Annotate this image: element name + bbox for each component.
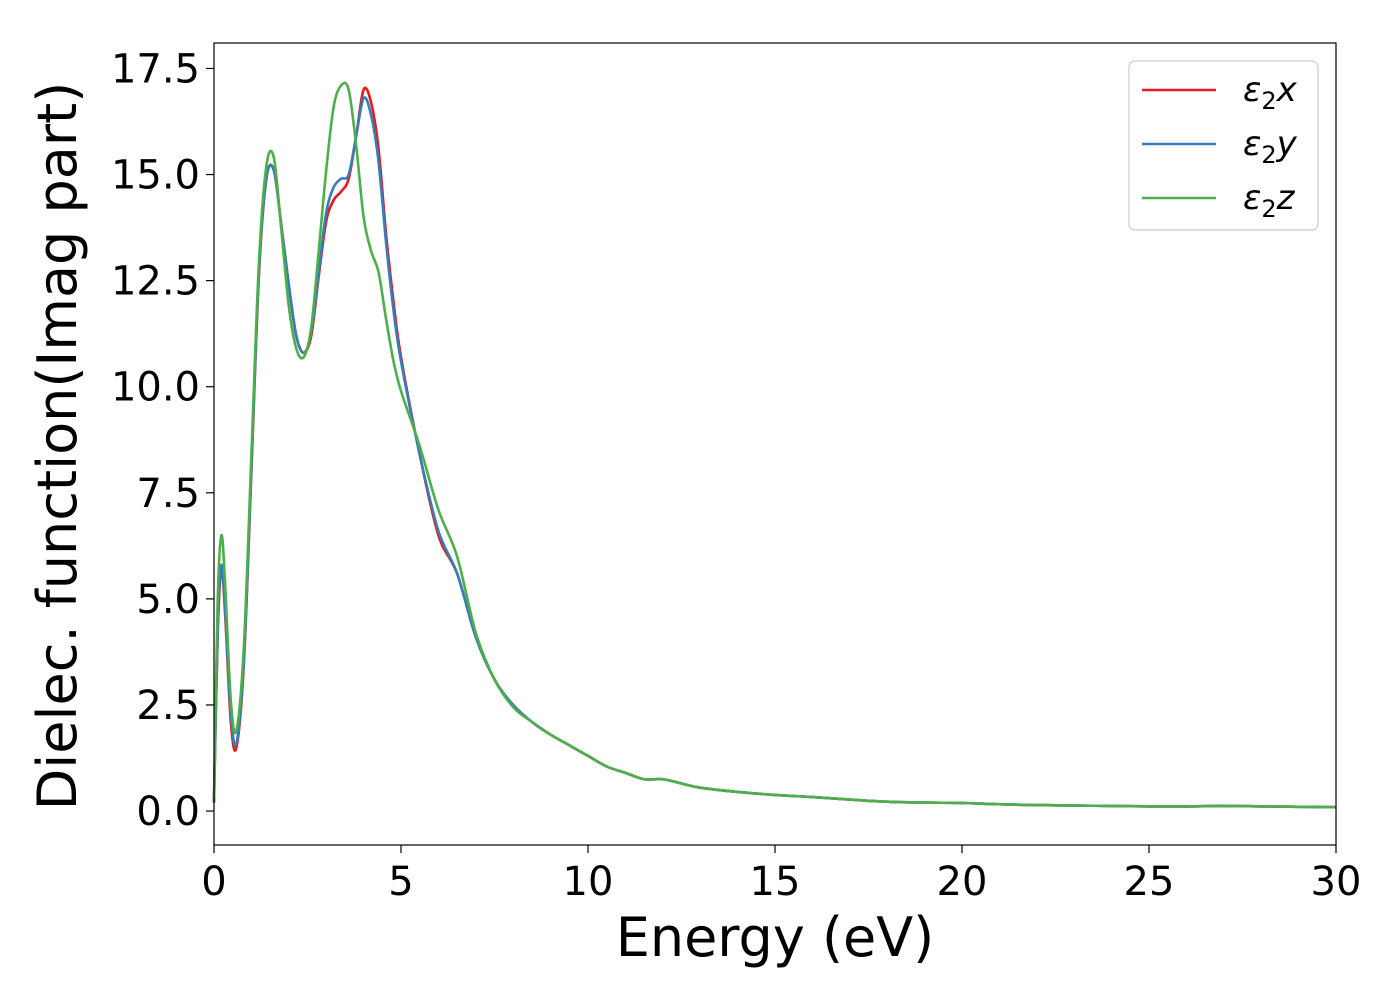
legend-label-2: ε2y bbox=[1243, 124, 1298, 169]
y-tick-label: 15.0 bbox=[111, 153, 200, 199]
y-tick-label: 10.0 bbox=[111, 365, 200, 411]
x-axis-label: Energy (eV) bbox=[616, 906, 935, 969]
x-tick-label: 10 bbox=[563, 859, 614, 905]
x-tick-label: 20 bbox=[937, 859, 988, 905]
x-tick-label: 5 bbox=[388, 859, 413, 905]
y-tick-label: 7.5 bbox=[136, 471, 200, 517]
legend-label-1: ε2x bbox=[1243, 70, 1298, 115]
legend: ε2x ε2y ε2z bbox=[1128, 60, 1319, 231]
series-layer bbox=[212, 81, 1337, 809]
legend-label-3: ε2z bbox=[1243, 178, 1296, 223]
x-tick-label: 0 bbox=[201, 859, 226, 905]
y-tick-label: 17.5 bbox=[111, 46, 200, 92]
legend-box bbox=[1128, 60, 1319, 231]
y-axis-label: Dielec. function(Imag part) bbox=[26, 82, 89, 811]
x-tick-label: 25 bbox=[1124, 859, 1175, 905]
y-tick-label: 5.0 bbox=[136, 577, 200, 623]
x-tick-label: 15 bbox=[750, 859, 801, 905]
axis-layer: 0 5 10 15 20 25 30 0.0 2.5 5.0 7.5 10.0 12.5 15.0 17.5 bbox=[111, 46, 1362, 905]
y-tick-label: 2.5 bbox=[136, 683, 200, 729]
series-line-3 bbox=[212, 81, 1337, 809]
y-tick-label: 12.5 bbox=[111, 259, 200, 305]
y-tick-label: 0.0 bbox=[136, 789, 200, 835]
x-tick-label: 30 bbox=[1311, 859, 1362, 905]
